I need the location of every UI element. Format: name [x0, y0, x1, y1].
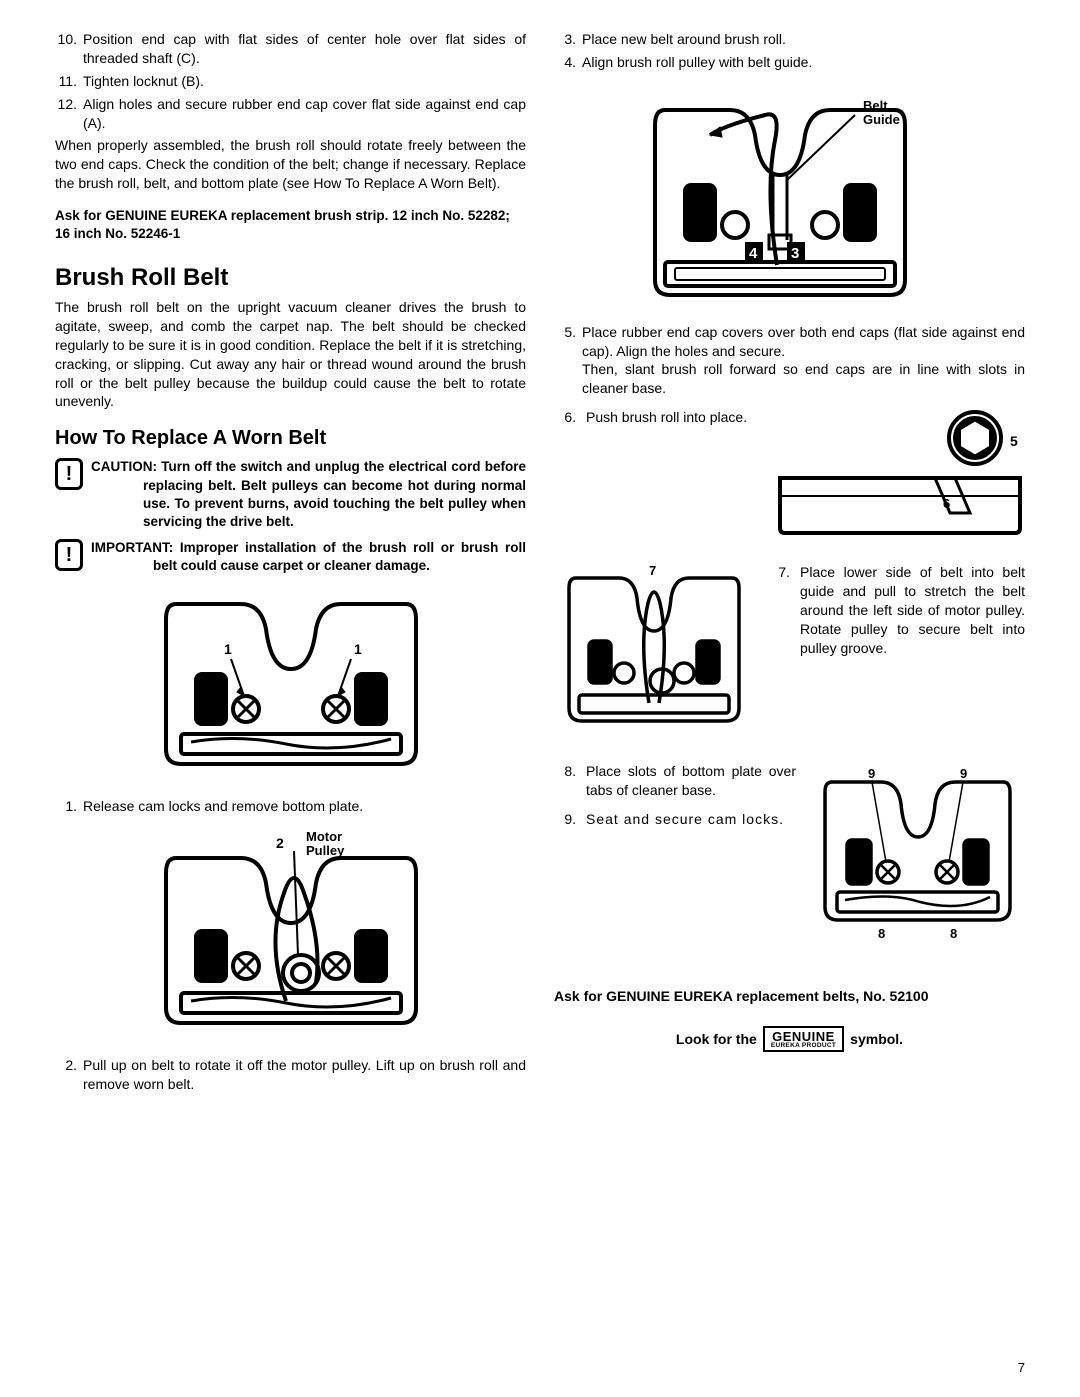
- ask-genuine-belt: Ask for GENUINE EUREKA replacement belts…: [554, 987, 1025, 1006]
- symbol-text: symbol.: [850, 1030, 903, 1049]
- figure-7: 7: [554, 563, 754, 738]
- item-num: 12.: [55, 95, 83, 133]
- steps-3-4: 3.Place new belt around brush roll. 4.Al…: [554, 30, 1025, 72]
- step89-text: 8. Place slots of bottom plate over tabs …: [554, 762, 796, 829]
- item-text: Seat and secure cam locks.: [586, 810, 796, 829]
- list-item: 3.Place new belt around brush roll.: [554, 30, 1025, 49]
- item-text: Push brush roll into place.: [586, 408, 761, 427]
- svg-text:3: 3: [791, 245, 799, 262]
- item-num: 9.: [554, 810, 576, 829]
- item-num: 5.: [554, 323, 582, 399]
- step6-text: 6. Push brush roll into place.: [554, 408, 761, 427]
- list-item: 10.Position end cap with flat sides of c…: [55, 30, 526, 68]
- fig2-label-2: 2: [276, 835, 284, 851]
- fig2-label-motor: Motor: [306, 829, 342, 844]
- item-num: 6.: [554, 408, 576, 427]
- fig56-n6: 6: [943, 496, 950, 511]
- heading-replace-belt: How To Replace A Worn Belt: [55, 425, 526, 452]
- genuine-symbol-row: Look for the GENUINE EUREKA PRODUCT symb…: [554, 1026, 1025, 1053]
- fig2-label-pulley: Pulley: [306, 843, 345, 858]
- item-text: Position end cap with flat sides of cent…: [83, 30, 526, 68]
- ask-genuine-strip: Ask for GENUINE EUREKA replacement brush…: [55, 207, 526, 243]
- steps-1: 1.Release cam locks and remove bottom pl…: [55, 797, 526, 816]
- caution-icon: !: [55, 458, 83, 490]
- eureka-product-text: EUREKA PRODUCT: [771, 1043, 836, 1050]
- important-row: ! IMPORTANT: Improper installation of th…: [55, 539, 526, 575]
- fig7-label: 7: [649, 563, 656, 578]
- item-text: Release cam locks and remove bottom plat…: [83, 797, 526, 816]
- item-num: 10.: [55, 30, 83, 68]
- item-text: Place new belt around brush roll.: [582, 30, 1025, 49]
- item-num: 2.: [55, 1056, 83, 1094]
- figure-3-4: Belt Guide 4 3 4 3: [554, 80, 1025, 315]
- page-number: 7: [1018, 1359, 1025, 1377]
- item-text: Tighten locknut (B).: [83, 72, 526, 91]
- fig89-n9b: 9: [960, 766, 967, 781]
- fig56-n5: 5: [1010, 433, 1018, 449]
- item-num: 3.: [554, 30, 582, 49]
- item-text: Pull up on belt to rotate it off the mot…: [83, 1056, 526, 1094]
- list-item: 11.Tighten locknut (B).: [55, 72, 526, 91]
- list-item: 1.Release cam locks and remove bottom pl…: [55, 797, 526, 816]
- caution-text: CAUTION: Turn off the switch and unplug …: [91, 458, 526, 531]
- fig89-n8b: 8: [950, 926, 957, 941]
- page-columns: 10.Position end cap with flat sides of c…: [55, 30, 1025, 1098]
- svg-text:4: 4: [749, 245, 758, 262]
- item-text: Align holes and secure rubber end cap co…: [83, 95, 526, 133]
- heading-brush-roll-belt: Brush Roll Belt: [55, 262, 526, 294]
- look-for-text: Look for the: [676, 1030, 757, 1049]
- important-icon: !: [55, 539, 83, 571]
- item-num: 8.: [554, 762, 576, 781]
- steps-2: 2.Pull up on belt to rotate it off the m…: [55, 1056, 526, 1094]
- brush-belt-para: The brush roll belt on the upright vacuu…: [55, 298, 526, 411]
- item-num: 1.: [55, 797, 83, 816]
- item-num: 7.: [768, 563, 790, 582]
- right-column: 3.Place new belt around brush roll. 4.Al…: [554, 30, 1025, 1098]
- item-text: Place slots of bottom plate over tabs of…: [586, 762, 796, 800]
- list-item: 12.Align holes and secure rubber end cap…: [55, 95, 526, 133]
- fig34-guide-label: Guide: [863, 112, 900, 127]
- item-text: Place lower side of belt into belt guide…: [800, 563, 1025, 657]
- figure-8-9: 9 9 8 8: [810, 762, 1025, 947]
- assembly-para: When properly assembled, the brush roll …: [55, 136, 526, 193]
- fig1-label-b: 1: [354, 641, 362, 657]
- list-item: 4.Align brush roll pulley with belt guid…: [554, 53, 1025, 72]
- item-num: 11.: [55, 72, 83, 91]
- step89-row: 8. Place slots of bottom plate over tabs …: [554, 762, 1025, 947]
- continuation-list: 10.Position end cap with flat sides of c…: [55, 30, 526, 132]
- important-text: IMPORTANT: Improper installation of the …: [91, 539, 526, 575]
- item-num: 4.: [554, 53, 582, 72]
- fig1-label-a: 1: [224, 641, 232, 657]
- genuine-symbol-box: GENUINE EUREKA PRODUCT: [763, 1026, 844, 1053]
- list-item: 2.Pull up on belt to rotate it off the m…: [55, 1056, 526, 1094]
- step7-row: 7 7. Place lower side of belt into belt g…: [554, 563, 1025, 738]
- item-text: Place rubber end cap covers over both en…: [582, 323, 1025, 399]
- fig34-belt-label: Belt: [863, 98, 888, 113]
- fig89-n8a: 8: [878, 926, 885, 941]
- list-item: 5.Place rubber end cap covers over both …: [554, 323, 1025, 399]
- genuine-text: GENUINE: [771, 1030, 836, 1043]
- left-column: 10.Position end cap with flat sides of c…: [55, 30, 526, 1098]
- steps-5: 5.Place rubber end cap covers over both …: [554, 323, 1025, 399]
- figure-1: 1 1: [55, 584, 526, 789]
- figure-2: 2 Motor Pulley: [55, 823, 526, 1048]
- figure-5-6: 5 6: [775, 408, 1025, 543]
- caution-row: ! CAUTION: Turn off the switch and unplu…: [55, 458, 526, 531]
- step6-row: 6. Push brush roll into place.: [554, 408, 1025, 543]
- step7-text: 7. Place lower side of belt into belt gui…: [768, 563, 1025, 657]
- item-text: Align brush roll pulley with belt guide.: [582, 53, 1025, 72]
- fig89-n9a: 9: [868, 766, 875, 781]
